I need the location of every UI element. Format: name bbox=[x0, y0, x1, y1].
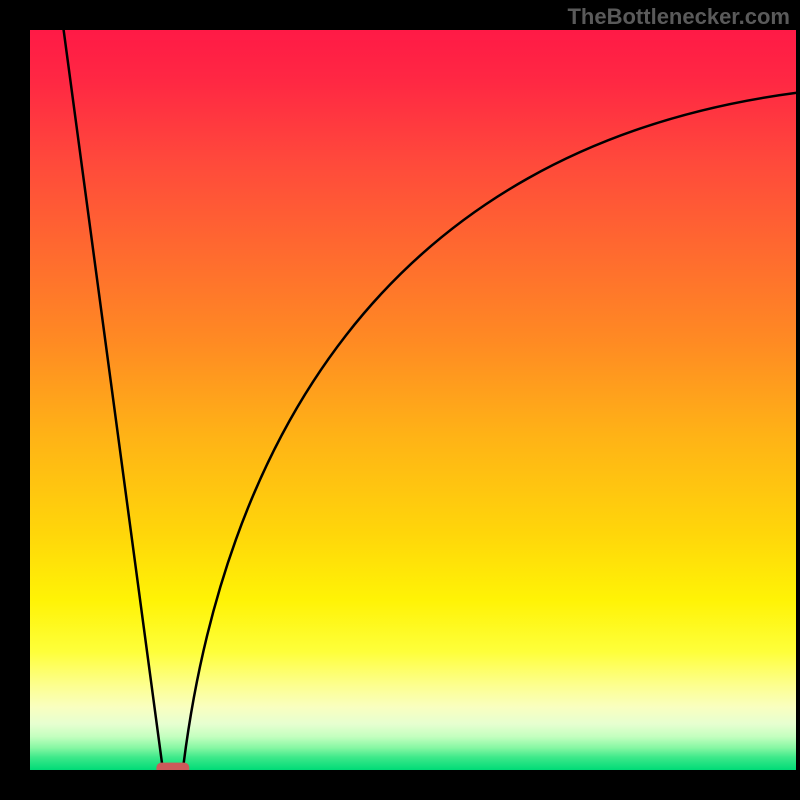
frame-right bbox=[796, 0, 800, 800]
watermark-text: TheBottlenecker.com bbox=[567, 4, 790, 30]
plot-gradient bbox=[30, 30, 796, 770]
bottleneck-chart: TheBottlenecker.com bbox=[0, 0, 800, 800]
chart-svg bbox=[0, 0, 800, 800]
